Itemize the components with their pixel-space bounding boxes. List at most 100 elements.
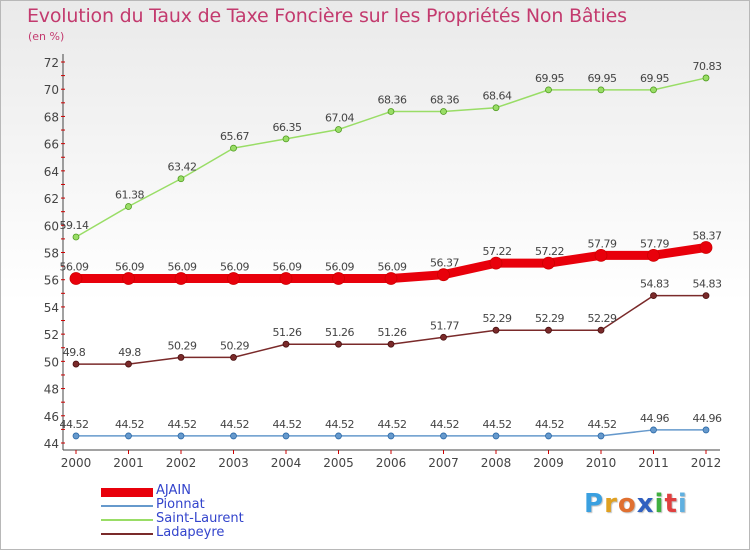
data-label-ladapeyre: 51.26 xyxy=(378,326,407,339)
data-label-ladapeyre: 51.26 xyxy=(273,326,302,339)
data-point-ladapeyre xyxy=(72,360,80,368)
data-label-pionnat: 44.96 xyxy=(640,412,669,425)
x-tick-label: 2005 xyxy=(323,456,354,470)
legend-swatch-ajain xyxy=(101,487,153,497)
data-point-pionnat xyxy=(492,432,500,440)
data-label-ajain: 57.79 xyxy=(640,237,669,250)
data-label-ajain: 56.09 xyxy=(378,260,407,273)
data-point-saint-laurent xyxy=(125,203,132,210)
data-label-ladapeyre: 54.83 xyxy=(640,278,669,291)
data-label-ladapeyre: 51.26 xyxy=(325,326,354,339)
data-label-ladapeyre: 49.8 xyxy=(118,346,141,359)
data-label-saint-laurent: 63.42 xyxy=(168,161,197,174)
y-tick-label: 50 xyxy=(44,355,59,369)
data-point-ajain xyxy=(279,272,293,285)
data-label-ajain: 57.79 xyxy=(588,237,617,250)
data-point-pionnat xyxy=(597,432,605,440)
data-label-saint-laurent: 59.14 xyxy=(60,219,89,232)
data-label-ladapeyre: 54.83 xyxy=(693,278,722,291)
logo-letter: i xyxy=(654,489,665,519)
data-point-ajain xyxy=(122,272,135,285)
data-label-saint-laurent: 68.64 xyxy=(483,90,512,103)
data-label-ajain: 56.09 xyxy=(115,260,144,273)
y-tick-label: 68 xyxy=(44,110,59,124)
x-tick-label: 2004 xyxy=(271,456,302,470)
data-label-pionnat: 44.52 xyxy=(60,418,89,431)
data-label-ajain: 58.37 xyxy=(693,229,722,242)
legend-label-pionnat: Pionnat xyxy=(156,497,205,512)
legend-label-ladapeyre: Ladapeyre xyxy=(156,525,225,540)
data-point-ladapeyre xyxy=(282,340,290,348)
data-label-ajain: 57.22 xyxy=(483,245,512,258)
data-point-ajain xyxy=(384,272,398,285)
legend-swatch-ladapeyre xyxy=(101,533,153,535)
chart-data-labels: 56.09 56.09 56.09 56.09 56.09 56.09 56.09 56.37… xyxy=(60,60,723,431)
data-point-pionnat xyxy=(230,432,237,440)
data-point-ladapeyre xyxy=(492,326,500,334)
data-point-ajain xyxy=(332,272,345,285)
data-point-pionnat xyxy=(282,432,290,440)
legend-item-ladapeyre: Ladapeyre xyxy=(101,525,301,541)
legend-label-ajain: AJAIN xyxy=(156,483,191,498)
data-point-saint-laurent xyxy=(597,86,605,94)
x-tick-label: 2006 xyxy=(376,456,407,470)
logo-letter: P xyxy=(584,489,605,519)
data-label-saint-laurent: 65.67 xyxy=(220,130,249,143)
y-tick-label: 46 xyxy=(44,410,59,424)
legend-label-saint-laurent: Saint-Laurent xyxy=(156,511,244,526)
data-label-saint-laurent: 68.36 xyxy=(378,94,407,107)
data-label-pionnat: 44.52 xyxy=(168,418,197,431)
legend-swatch-pionnat xyxy=(101,505,153,507)
x-tick-label: 2000 xyxy=(61,456,92,470)
data-point-pionnat xyxy=(387,432,395,440)
data-point-ladapeyre xyxy=(230,354,237,361)
chart-title: Evolution du Taux de Taxe Foncière sur l… xyxy=(27,5,627,27)
data-label-ladapeyre: 50.29 xyxy=(168,339,197,352)
data-label-ajain: 56.37 xyxy=(430,257,459,270)
data-label-ladapeyre: 51.77 xyxy=(430,319,459,332)
data-point-ajain xyxy=(437,268,450,282)
legend-item-ajain: AJAIN xyxy=(101,483,301,499)
logo-letter: t xyxy=(664,489,678,519)
y-tick-label: 70 xyxy=(44,83,59,97)
data-point-saint-laurent xyxy=(545,86,552,94)
x-tick-label: 2011 xyxy=(638,456,669,470)
data-point-pionnat xyxy=(177,432,185,440)
data-label-saint-laurent: 70.83 xyxy=(693,60,722,73)
data-label-ajain: 56.09 xyxy=(273,260,302,273)
logo-letter: x xyxy=(636,489,655,519)
data-label-ajain: 56.09 xyxy=(325,260,354,273)
data-label-ladapeyre: 52.29 xyxy=(535,312,564,325)
data-point-pionnat xyxy=(702,426,710,434)
chart-unit-note: (en %) xyxy=(28,30,65,43)
y-tick-label: 66 xyxy=(44,138,59,152)
data-label-pionnat: 44.52 xyxy=(220,418,249,431)
data-label-pionnat: 44.52 xyxy=(535,418,564,431)
data-point-saint-laurent xyxy=(177,175,185,183)
data-label-pionnat: 44.52 xyxy=(115,418,144,431)
data-label-pionnat: 44.52 xyxy=(273,418,302,431)
data-point-ladapeyre xyxy=(597,326,605,334)
data-label-saint-laurent: 67.04 xyxy=(325,111,354,124)
legend-swatch-saint-laurent xyxy=(101,519,153,521)
data-label-saint-laurent: 66.35 xyxy=(273,121,302,134)
data-label-ladapeyre: 49.8 xyxy=(63,346,86,359)
data-point-ladapeyre xyxy=(387,340,395,348)
data-point-pionnat xyxy=(545,432,552,440)
data-label-ajain: 56.09 xyxy=(60,260,89,273)
chart-legend: AJAIN Pionnat Saint-Laurent Ladapeyre xyxy=(101,483,301,541)
x-tick-label: 2007 xyxy=(428,456,459,470)
data-point-pionnat xyxy=(440,432,447,440)
data-label-saint-laurent: 69.95 xyxy=(640,72,669,85)
data-label-ajain: 56.09 xyxy=(168,260,197,273)
y-tick-label: 56 xyxy=(44,274,59,288)
data-point-ajain xyxy=(174,272,188,285)
data-point-ajain xyxy=(542,256,555,270)
x-tick-label: 2001 xyxy=(113,456,144,470)
y-tick-label: 64 xyxy=(44,165,59,179)
x-tick-label: 2012 xyxy=(691,456,722,470)
data-point-pionnat xyxy=(72,432,80,440)
data-label-saint-laurent: 68.36 xyxy=(430,94,459,107)
